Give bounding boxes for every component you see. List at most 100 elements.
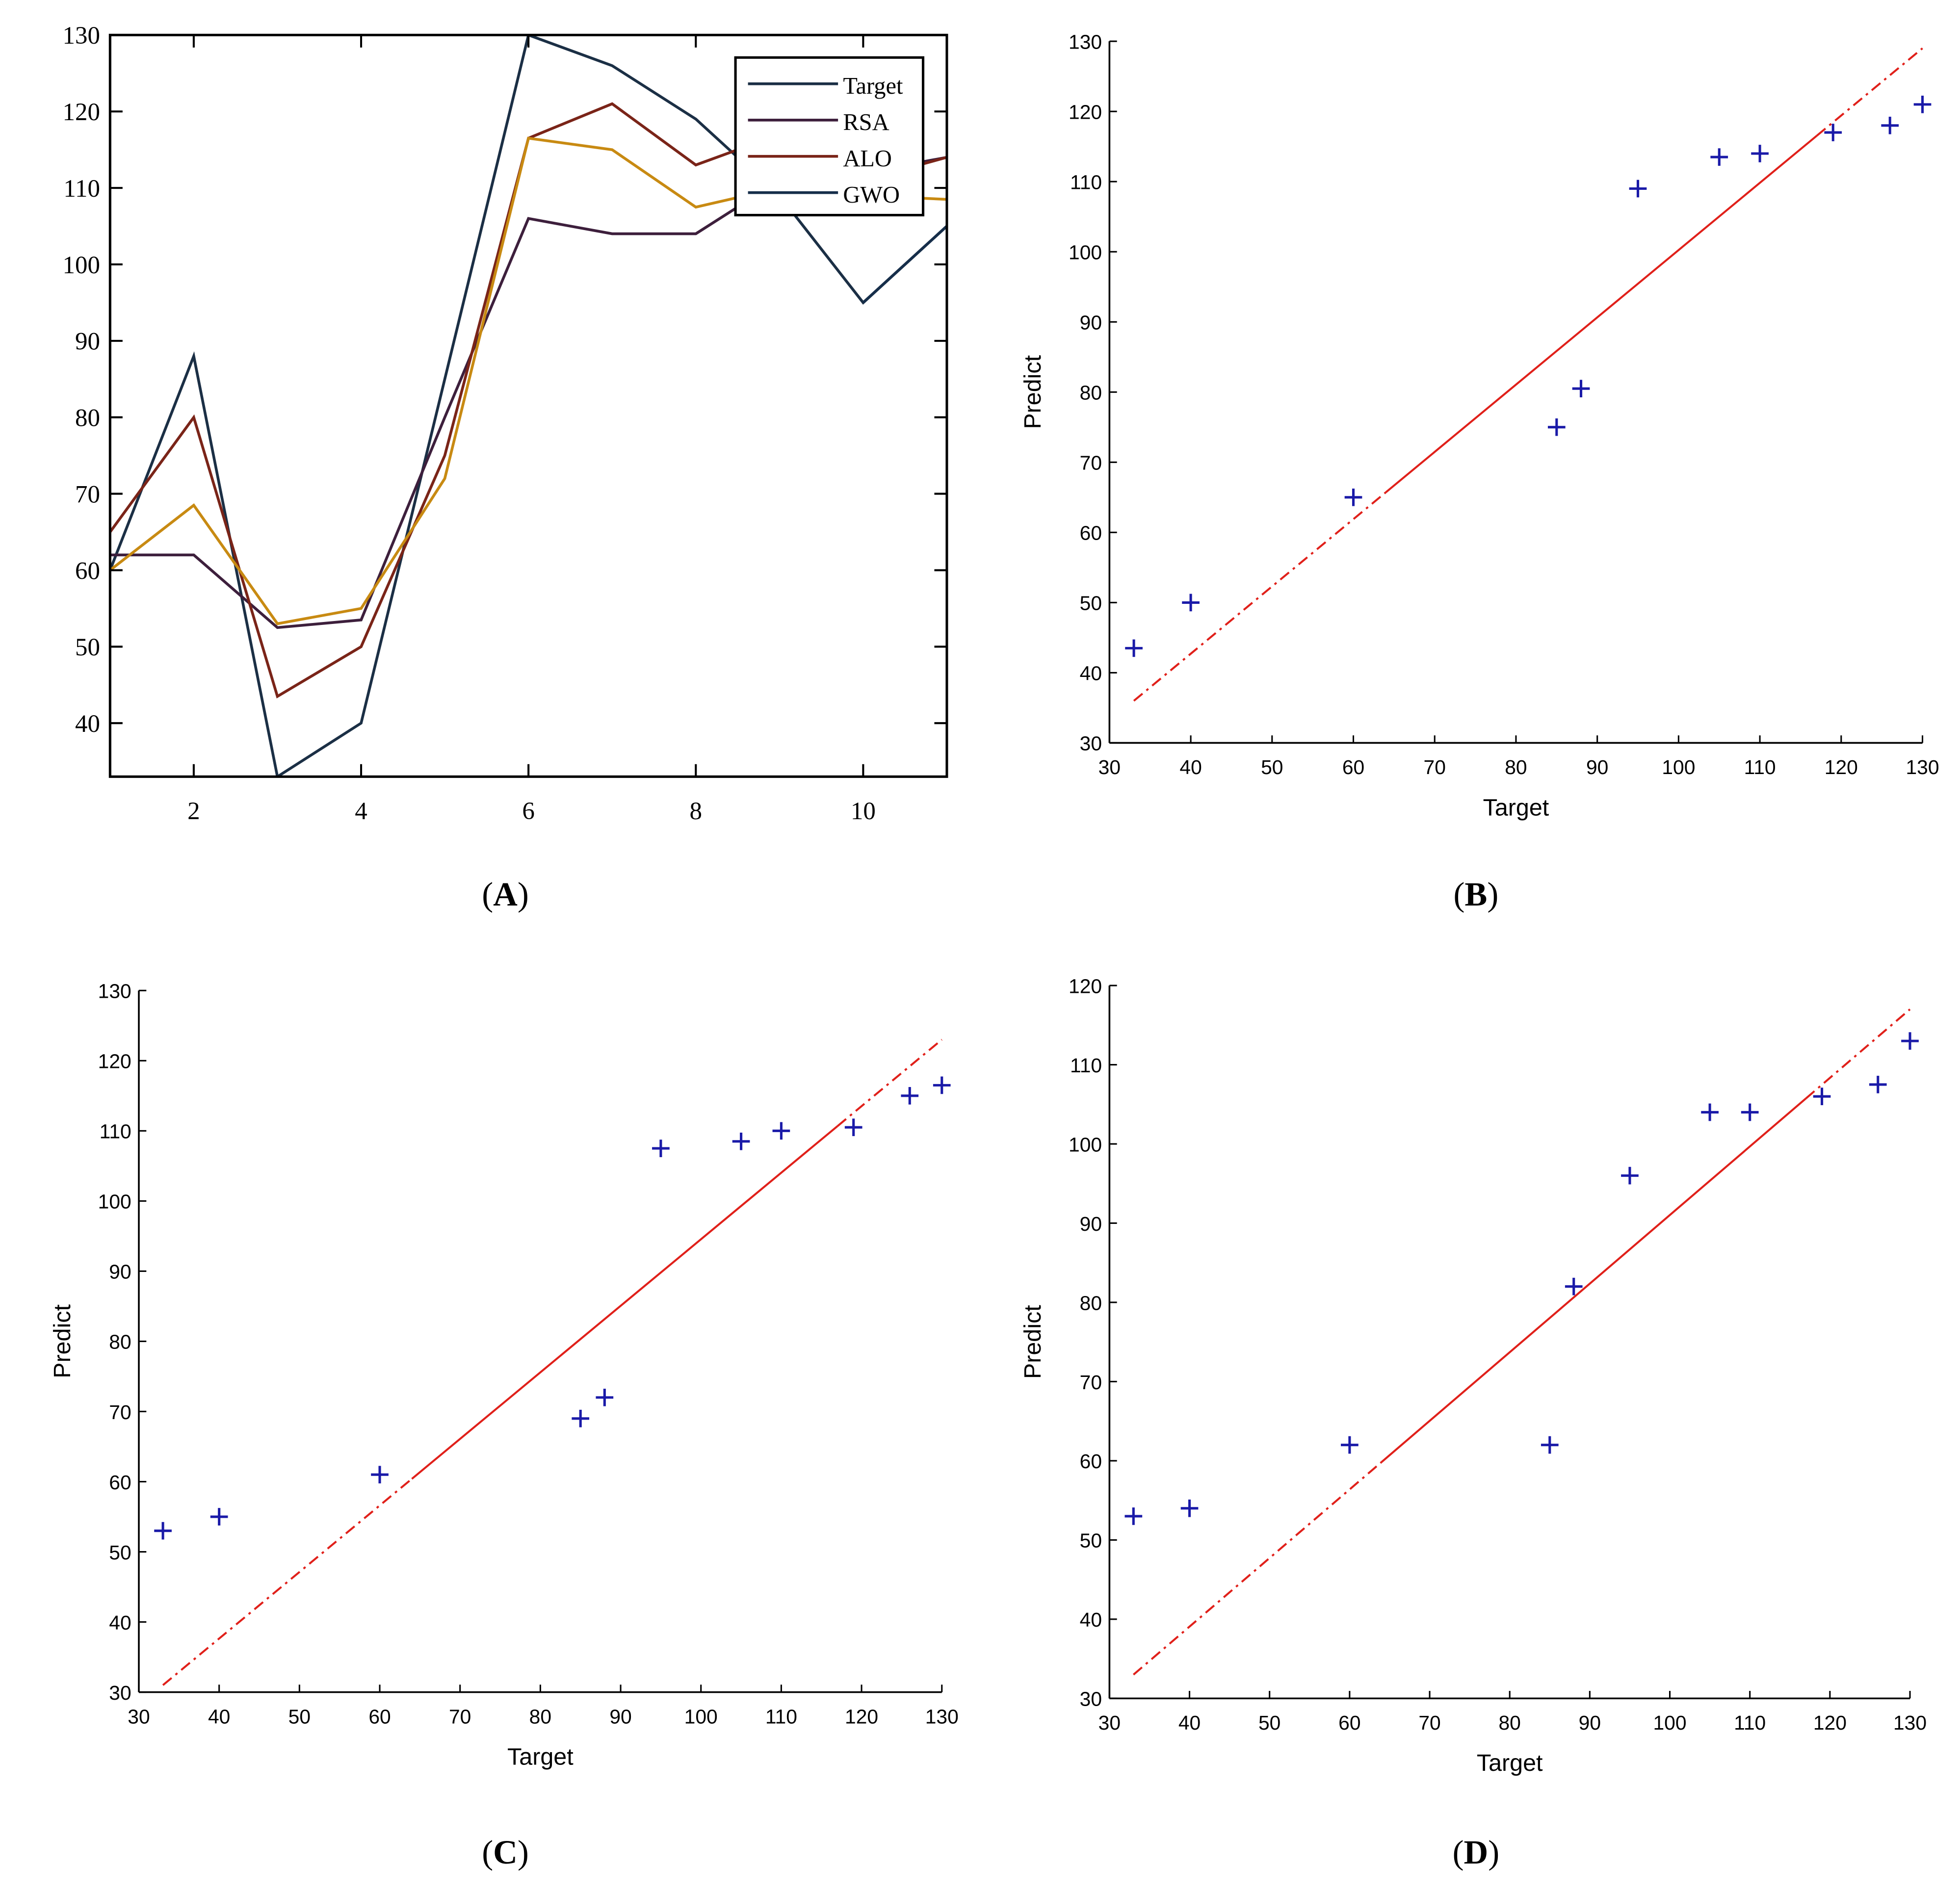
caption-letter: B: [1464, 876, 1487, 913]
x-axis-label: Target: [1483, 794, 1549, 821]
data-point: [933, 1076, 951, 1094]
fit-line-dashdot: [1132, 1461, 1383, 1676]
data-point: [1629, 180, 1647, 198]
caption-paren-open: (: [482, 876, 493, 913]
x-tick-label: 90: [1586, 756, 1608, 778]
data-point: [1572, 380, 1590, 397]
y-tick-label: 60: [109, 1471, 131, 1494]
y-tick-label: 50: [1080, 592, 1102, 615]
data-point: [1701, 1103, 1719, 1121]
fit-line-dashdot: [162, 1478, 413, 1686]
caption-paren-open: (: [1453, 1834, 1464, 1871]
data-point: [901, 1087, 919, 1105]
y-tick-label: 130: [62, 22, 100, 50]
y-tick-label: 70: [109, 1401, 131, 1424]
x-axis-label: Target: [1477, 1750, 1543, 1776]
y-tick-label: 130: [1069, 30, 1102, 53]
caption-c: (C): [482, 1834, 529, 1871]
data-point: [596, 1389, 614, 1406]
y-tick-label: 100: [98, 1191, 131, 1213]
data-point: [1751, 145, 1769, 162]
y-tick-label: 110: [1070, 1054, 1102, 1077]
fit-line-dashdot: [1816, 47, 1923, 137]
x-tick-label: 60: [1342, 756, 1364, 778]
x-tick-label: 110: [765, 1705, 797, 1728]
data-point: [1813, 1088, 1831, 1105]
x-tick-label: 30: [1098, 1711, 1121, 1734]
y-tick-label: 70: [1080, 1371, 1102, 1394]
legend-label-rsa: RSA: [843, 109, 889, 135]
data-point: [1710, 148, 1728, 166]
x-tick-label: 100: [1653, 1711, 1687, 1734]
y-tick-label: 60: [1080, 1450, 1102, 1473]
y-tick-label: 30: [1080, 1688, 1102, 1710]
y-tick-label: 90: [109, 1261, 131, 1283]
y-tick-label: 110: [1070, 171, 1102, 193]
data-point: [1741, 1103, 1759, 1121]
fit-line-dashdot: [836, 1038, 943, 1127]
y-tick-label: 110: [63, 175, 100, 203]
y-tick-label: 60: [1080, 522, 1102, 544]
y-tick-label: 80: [75, 405, 100, 432]
data-point: [371, 1466, 389, 1484]
data-point: [1901, 1032, 1919, 1050]
x-tick-label: 80: [529, 1705, 551, 1728]
x-tick-label: 100: [1662, 756, 1695, 778]
x-tick-label: 2: [187, 798, 200, 825]
fit-line-solid: [411, 1125, 838, 1480]
caption-paren-close: ): [518, 1834, 529, 1871]
caption-a: (A): [482, 876, 529, 913]
x-tick-label: 70: [1418, 1711, 1440, 1734]
y-tick-label: 50: [75, 634, 100, 661]
fit-line-solid: [1385, 135, 1818, 493]
y-tick-label: 60: [75, 557, 100, 585]
data-point: [772, 1122, 790, 1140]
x-tick-label: 80: [1499, 1711, 1521, 1734]
series-line-extra: [862, 225, 947, 304]
data-point: [1913, 96, 1932, 113]
x-tick-label: 110: [1734, 1711, 1766, 1734]
y-tick-label: 40: [1080, 1608, 1102, 1631]
caption-b: (B): [1453, 876, 1498, 913]
panel-c-scatter-plot: 30 40 50 60 70 80 90 100 110 120 130 30 40 50 60 70 80 90…: [49, 980, 959, 1770]
y-tick-label: 80: [1080, 1292, 1102, 1314]
x-tick-label: 130: [1906, 756, 1939, 778]
y-tick-label: 30: [1080, 732, 1102, 755]
legend-label-gwo: GWO: [843, 182, 900, 208]
x-tick-label: 100: [684, 1705, 718, 1728]
x-tick-label: 130: [925, 1705, 959, 1728]
x-tick-label: 120: [1825, 756, 1858, 778]
y-tick-label: 40: [75, 710, 100, 738]
x-tick-label: 50: [1258, 1711, 1281, 1734]
legend-label-alo: ALO: [843, 146, 892, 172]
y-tick-label: 120: [1069, 975, 1102, 997]
data-point: [1344, 489, 1362, 506]
caption-paren-open: (: [482, 1834, 493, 1871]
x-tick-label: 40: [1178, 1711, 1201, 1734]
y-tick-label: 80: [109, 1331, 131, 1353]
y-axis-label: Predict: [49, 1304, 76, 1378]
caption-d: (D): [1453, 1834, 1500, 1871]
x-tick-label: 90: [609, 1705, 631, 1728]
y-tick-label: 120: [98, 1050, 131, 1073]
series-line-target: [110, 35, 947, 777]
y-tick-label: 50: [109, 1541, 131, 1564]
fit-line-dashdot: [1133, 491, 1387, 702]
panel-captions: (A) (B)(C) (D): [482, 876, 1499, 1871]
x-tick-label: 6: [522, 798, 534, 825]
caption-letter: D: [1464, 1834, 1489, 1871]
data-point: [1124, 1507, 1143, 1525]
caption-paren-open: (: [1453, 876, 1464, 913]
y-axis-label: Predict: [1019, 1305, 1046, 1379]
x-tick-label: 4: [355, 798, 367, 825]
legend-label-target: Target: [843, 73, 903, 99]
fit-line-solid: [1381, 1097, 1807, 1463]
y-tick-label: 100: [1069, 241, 1102, 264]
y-tick-label: 110: [100, 1120, 131, 1143]
x-tick-label: 90: [1579, 1711, 1601, 1734]
y-tick-label: 40: [1080, 662, 1102, 685]
data-point: [1180, 1499, 1199, 1517]
x-tick-label: 8: [690, 798, 702, 825]
data-point: [652, 1140, 670, 1157]
